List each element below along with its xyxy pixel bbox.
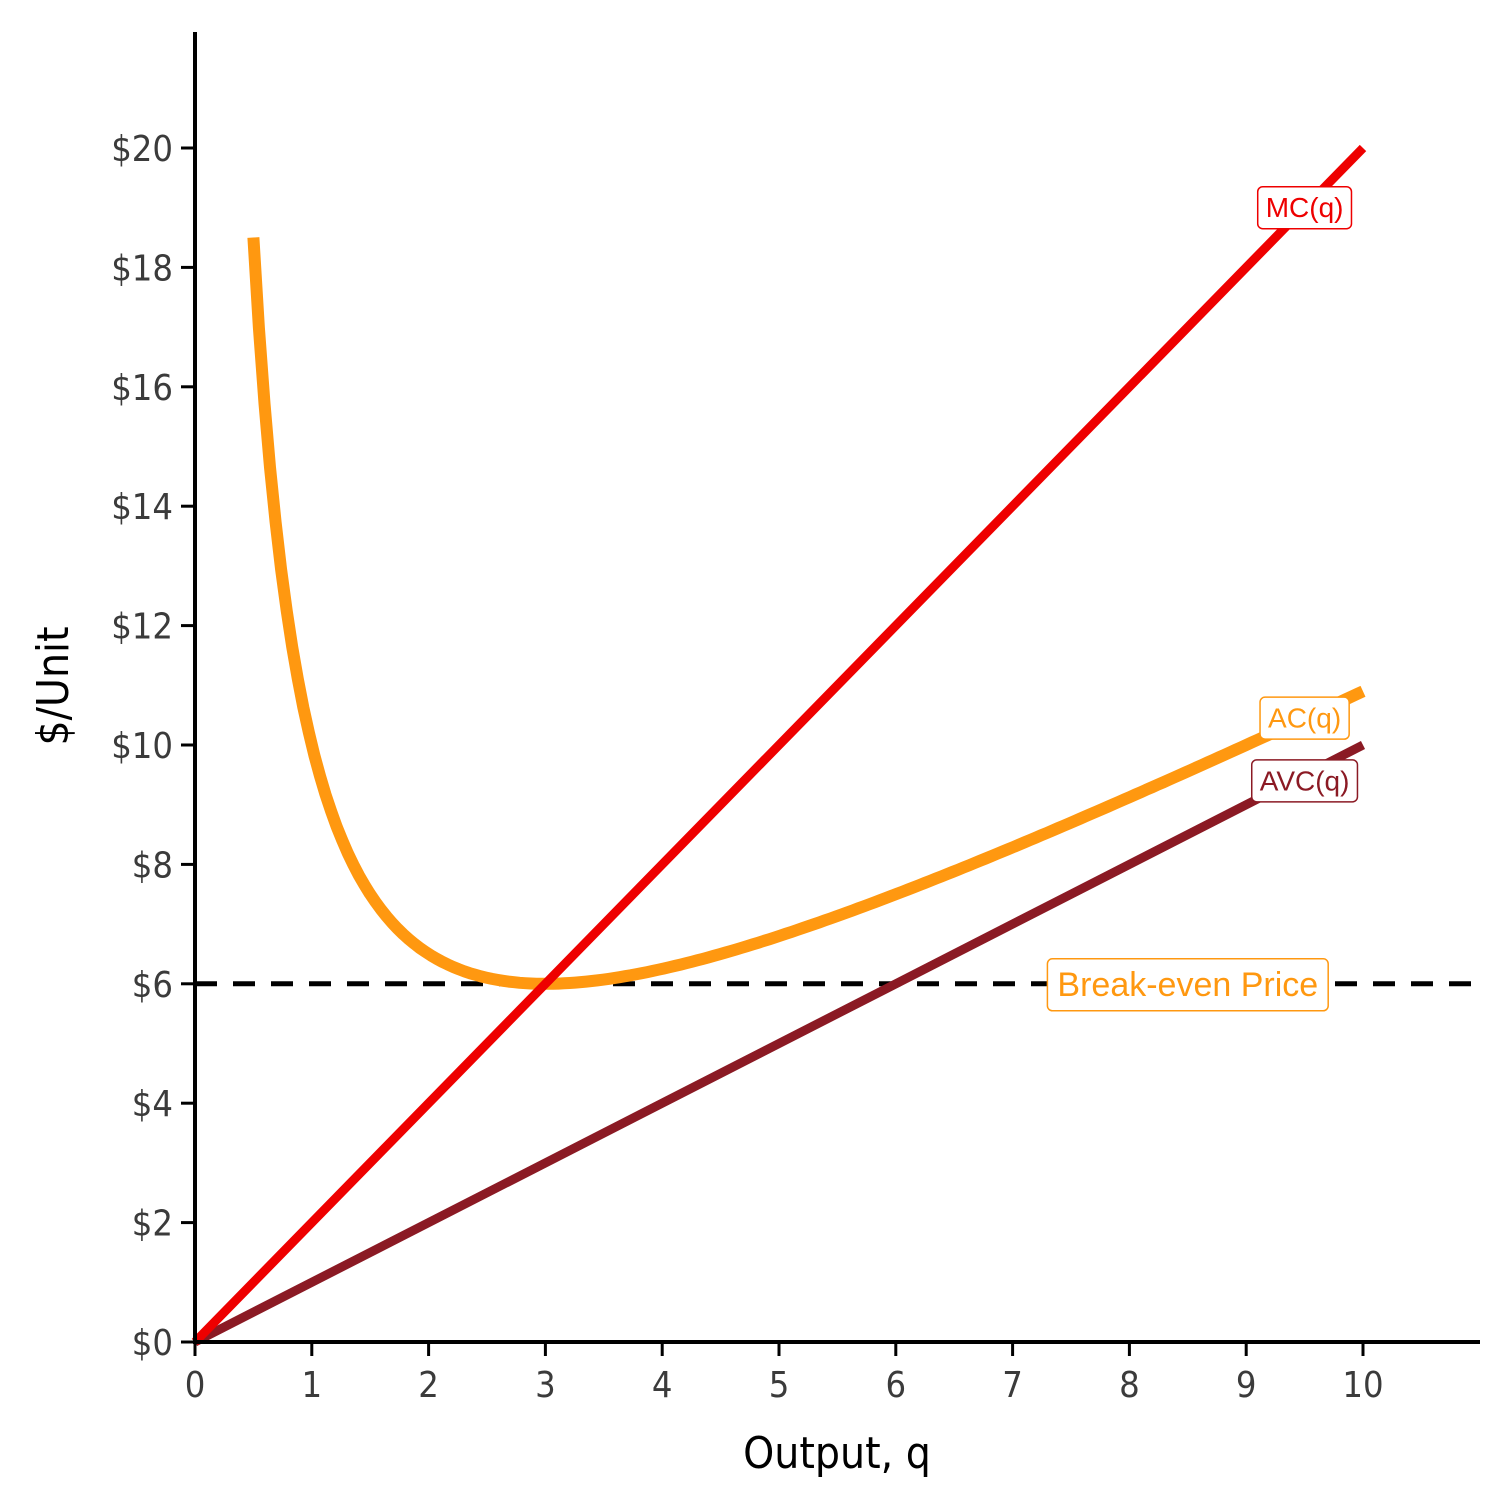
y-axis-title: $/Unit <box>28 626 79 745</box>
y-tick-label: $8 <box>132 845 173 886</box>
avc-label-text: AVC(q) <box>1260 765 1350 796</box>
x-tick-label: 3 <box>535 1365 556 1406</box>
avc-label-box <box>1250 759 1359 803</box>
break-even-label: Break-even Price <box>1046 958 1329 1012</box>
mc-label: MC(q) <box>1256 185 1353 230</box>
avc-curve <box>192 740 1366 1347</box>
x-axis-title: Output, q <box>743 1428 931 1479</box>
x-tick-label: 8 <box>1119 1365 1140 1406</box>
x-tick-label: 10 <box>1342 1365 1383 1406</box>
mc-label-box <box>1256 185 1353 230</box>
x-tick-label: 1 <box>301 1365 322 1406</box>
axes-layer: 0 1 2 3 4 5 6 7 8 9 10 $0 $2 $4 $6 $8 $10 $12 $14 $16 $18 $20 <box>111 32 1480 1406</box>
y-tick-label: $4 <box>132 1084 173 1125</box>
y-tick-label: $6 <box>132 965 173 1006</box>
ac-curve <box>247 237 1366 990</box>
y-tick-label: $14 <box>111 487 173 528</box>
y-tick-label: $12 <box>111 607 173 648</box>
y-tick-label: $18 <box>111 248 173 289</box>
y-tick-label: $10 <box>111 726 173 767</box>
ac-label-text: AC(q) <box>1268 703 1341 734</box>
x-tick-label: 4 <box>652 1365 673 1406</box>
x-tick-label: 2 <box>418 1365 439 1406</box>
mc-label-text: MC(q) <box>1266 192 1344 223</box>
labels-layer: MC(q) AVC(q) AC(q) Break-even Price <box>1046 185 1359 1012</box>
x-tick-label: 5 <box>769 1365 790 1406</box>
x-tick-label: 9 <box>1236 1365 1257 1406</box>
y-tick-label: $2 <box>132 1204 173 1245</box>
break-even-label-box <box>1046 958 1329 1012</box>
curves-layer <box>191 144 1480 1347</box>
break-even-label-text: Break-even Price <box>1057 966 1318 1004</box>
ac-label: AC(q) <box>1259 696 1350 740</box>
x-tick-label: 6 <box>885 1365 906 1406</box>
x-tick-label: 7 <box>1002 1365 1023 1406</box>
y-tick-label: $0 <box>132 1323 173 1364</box>
y-tick-label: $16 <box>111 368 173 409</box>
ac-label-box <box>1259 696 1350 740</box>
y-tick-label: $20 <box>111 129 173 170</box>
mc-curve <box>191 144 1367 1346</box>
x-tick-label: 0 <box>185 1365 206 1406</box>
avc-label: AVC(q) <box>1250 759 1359 803</box>
